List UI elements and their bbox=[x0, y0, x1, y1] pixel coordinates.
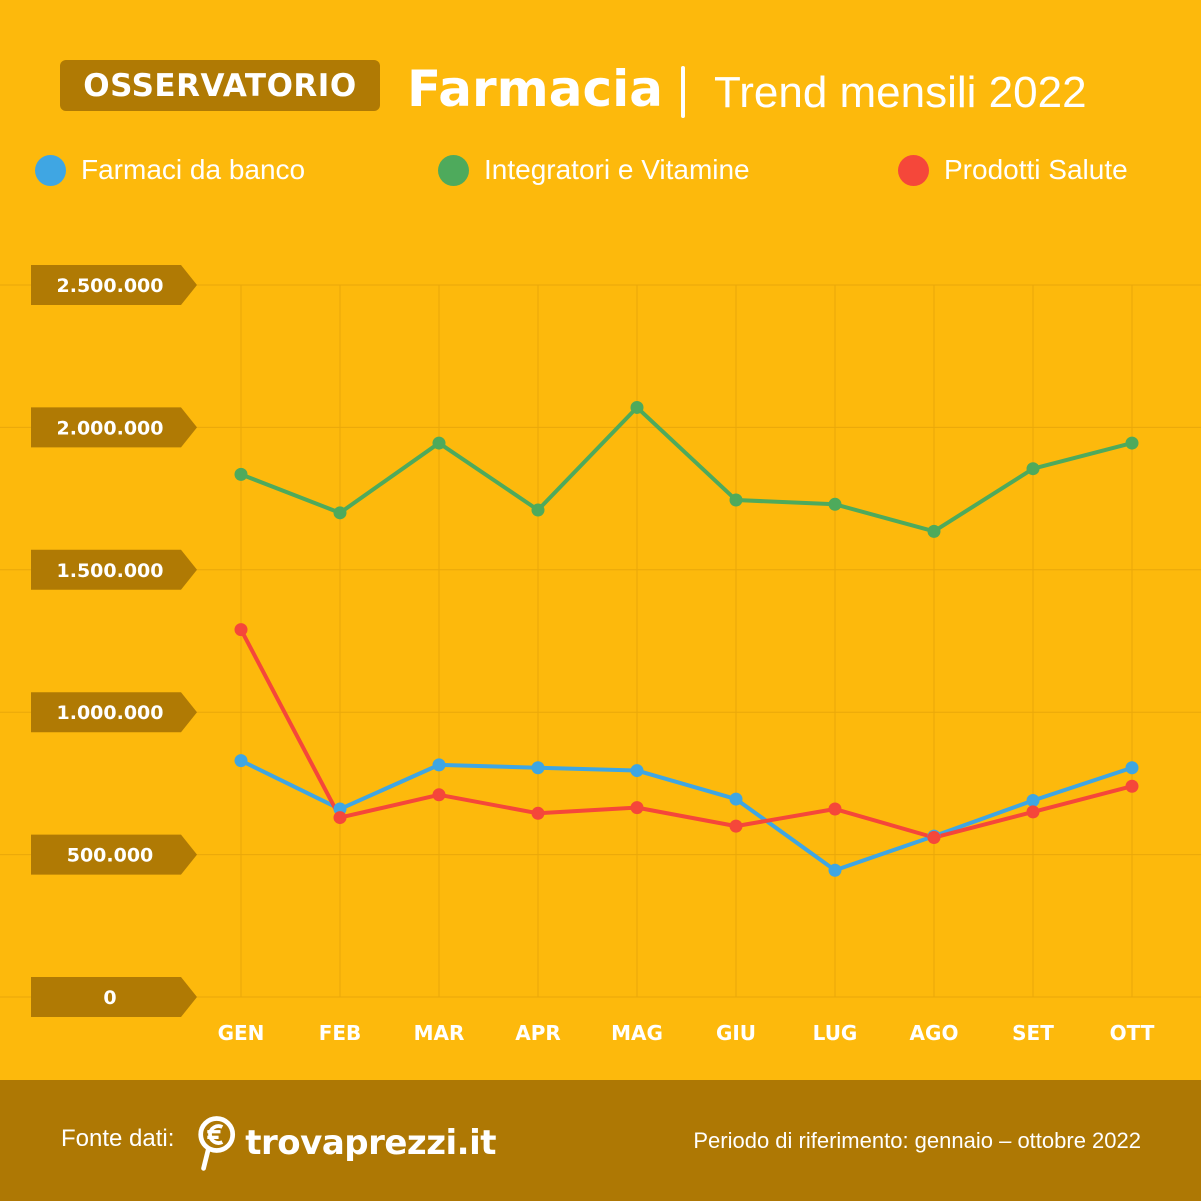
trovaprezzi-logo: trovaprezzi.it bbox=[196, 1110, 496, 1176]
y-tick-label: 2.500.000 bbox=[57, 275, 164, 297]
data-point bbox=[729, 792, 743, 806]
data-point bbox=[927, 524, 941, 538]
page-subtitle: Trend mensili 2022 bbox=[714, 68, 1087, 117]
header: OSSERVATORIO Farmacia Trend mensili 2022 bbox=[0, 0, 1201, 130]
data-point bbox=[1026, 805, 1040, 819]
magnifier-euro-icon bbox=[198, 1116, 236, 1171]
data-point bbox=[531, 503, 545, 517]
data-point bbox=[1125, 436, 1139, 450]
legend-label: Farmaci da banco bbox=[81, 154, 306, 185]
data-point bbox=[828, 863, 842, 877]
data-point bbox=[828, 497, 842, 511]
data-point bbox=[1125, 779, 1139, 793]
y-tick-tag bbox=[31, 265, 197, 305]
x-tick-label: AGO bbox=[910, 1021, 959, 1045]
line-chart: 0 500.000 1.000.000 1.500.000 2.000.000 2.500… bbox=[0, 265, 1201, 1045]
data-point bbox=[630, 400, 644, 414]
y-tick-label: 0 bbox=[103, 987, 116, 1009]
data-point bbox=[1026, 793, 1040, 807]
footer: Fonte dati: trovaprezzi.it Periodo di ri… bbox=[0, 1080, 1201, 1201]
x-tick-label: MAR bbox=[414, 1021, 465, 1045]
data-point bbox=[432, 788, 446, 802]
legend-label: Prodotti Salute bbox=[944, 154, 1128, 185]
legend-dot-icon bbox=[898, 154, 929, 186]
reference-period: Periodo di riferimento: gennaio – ottobr… bbox=[693, 1128, 1141, 1153]
y-tick-tag bbox=[31, 549, 197, 590]
data-point bbox=[630, 801, 644, 815]
x-tick-label: SET bbox=[1012, 1021, 1054, 1045]
y-tick-label: 500.000 bbox=[67, 845, 154, 867]
legend-dot-icon bbox=[438, 154, 469, 186]
y-tick-tag bbox=[31, 834, 197, 875]
legend-label: Integratori e Vitamine bbox=[484, 154, 750, 185]
observatory-badge: OSSERVATORIO bbox=[60, 60, 380, 111]
y-tick-label: 1.000.000 bbox=[57, 702, 164, 724]
logo-text: trovaprezzi.it bbox=[245, 1123, 496, 1163]
data-point bbox=[432, 758, 446, 772]
x-tick-label: GIU bbox=[716, 1021, 756, 1045]
data-point bbox=[333, 506, 347, 520]
legend-item-farmaci: Farmaci da banco bbox=[35, 150, 305, 190]
data-point bbox=[630, 764, 644, 778]
data-point bbox=[729, 493, 743, 507]
y-tick-tag bbox=[31, 407, 197, 448]
y-tick-label: 2.000.000 bbox=[57, 417, 164, 439]
x-tick-label: APR bbox=[515, 1021, 561, 1045]
x-tick-label: LUG bbox=[813, 1021, 858, 1045]
title-separator bbox=[681, 66, 685, 118]
x-tick-label: FEB bbox=[319, 1021, 362, 1045]
y-tick-label: 1.500.000 bbox=[57, 560, 164, 582]
x-tick-label: GEN bbox=[218, 1021, 265, 1045]
y-tick-tag bbox=[31, 977, 197, 1017]
x-tick-label: MAG bbox=[611, 1021, 663, 1045]
page-title: Farmacia bbox=[407, 60, 663, 118]
data-point bbox=[927, 831, 941, 845]
data-point bbox=[432, 436, 446, 450]
data-point bbox=[1125, 761, 1139, 775]
legend-item-prodotti: Prodotti Salute bbox=[898, 150, 1128, 190]
data-point bbox=[333, 811, 347, 825]
data-point bbox=[234, 623, 248, 637]
series-line bbox=[239, 627, 1134, 840]
y-tick-tag bbox=[31, 692, 197, 733]
data-point bbox=[1026, 462, 1040, 476]
data-point bbox=[234, 467, 248, 481]
source-label: Fonte dati: bbox=[61, 1125, 175, 1152]
data-point bbox=[234, 754, 248, 768]
series-line bbox=[239, 758, 1134, 873]
data-point bbox=[531, 761, 545, 775]
data-point bbox=[729, 819, 743, 833]
x-tick-label: OTT bbox=[1110, 1021, 1155, 1045]
legend-dot-icon bbox=[35, 154, 66, 186]
data-point bbox=[828, 802, 842, 816]
data-point bbox=[531, 806, 545, 820]
series-line bbox=[239, 405, 1134, 534]
legend-item-integratori: Integratori e Vitamine bbox=[438, 150, 750, 190]
